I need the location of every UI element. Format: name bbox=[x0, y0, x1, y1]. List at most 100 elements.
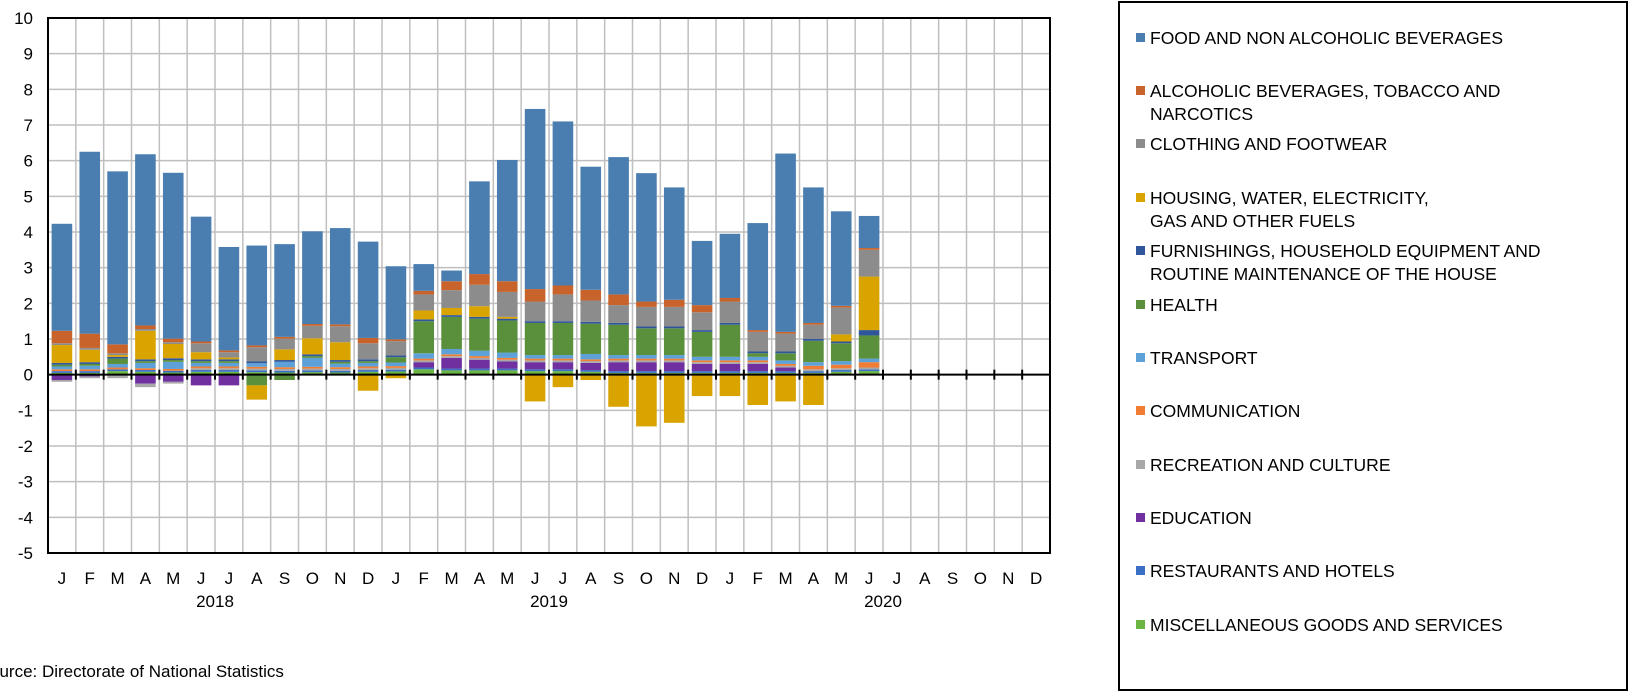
x-tick-label: O bbox=[306, 569, 319, 588]
bar-alcohol bbox=[524, 289, 546, 302]
bar-food bbox=[79, 151, 101, 334]
legend-label: MISCELLANEOUS GOODS AND SERVICES bbox=[1150, 615, 1503, 635]
bar-communication bbox=[775, 363, 796, 366]
bar-education bbox=[608, 362, 629, 372]
bar-misc bbox=[357, 371, 379, 375]
bar-food bbox=[580, 166, 602, 290]
bar-furnishings bbox=[803, 339, 824, 341]
bar-communication bbox=[385, 366, 407, 368]
y-tick-label: 6 bbox=[24, 152, 33, 171]
bar-furnishings bbox=[413, 319, 435, 322]
bar-recreation bbox=[775, 365, 796, 368]
bar-restaurants bbox=[413, 367, 435, 370]
bar-alcohol bbox=[775, 331, 796, 334]
bar-food bbox=[385, 266, 407, 340]
x-tick-label: M bbox=[166, 569, 180, 588]
bar-transport bbox=[580, 353, 602, 360]
x-tick-label: S bbox=[947, 569, 958, 588]
bar-food bbox=[441, 270, 462, 282]
bar-transport bbox=[524, 355, 546, 359]
legend-item-clothing: CLOTHING AND FOOTWEAR bbox=[1136, 133, 1620, 156]
bar-communication bbox=[218, 366, 240, 369]
bar-health bbox=[329, 361, 351, 364]
bar-alcohol bbox=[858, 248, 880, 250]
bar-restaurants bbox=[636, 371, 657, 373]
bar-recreation bbox=[302, 368, 323, 371]
bar-clothing bbox=[552, 294, 574, 322]
bar-clothing bbox=[162, 342, 184, 344]
bar-health bbox=[719, 324, 741, 357]
bar-furnishings bbox=[107, 356, 128, 359]
legend-label: EDUCATION bbox=[1150, 508, 1252, 528]
bar-transport bbox=[636, 355, 657, 359]
bar-communication bbox=[803, 365, 824, 370]
bar-clothing bbox=[79, 347, 101, 350]
bar-education bbox=[636, 362, 657, 372]
bar-health bbox=[496, 320, 518, 353]
legend-item-health: HEALTH bbox=[1136, 294, 1620, 317]
bar-clothing bbox=[441, 290, 462, 308]
legend-label: RECREATION AND CULTURE bbox=[1150, 455, 1391, 475]
bar-clothing bbox=[830, 307, 852, 335]
bar-clothing bbox=[190, 343, 212, 353]
bar-housing bbox=[413, 310, 435, 320]
x-tick-label: J bbox=[893, 569, 902, 588]
bar-food bbox=[775, 153, 796, 332]
bar-education bbox=[580, 362, 602, 371]
bar-clothing bbox=[580, 300, 602, 322]
y-tick-label: 10 bbox=[14, 9, 33, 28]
bar-alcohol bbox=[79, 333, 101, 348]
bar-misc bbox=[413, 369, 435, 375]
bar-restaurants bbox=[858, 369, 880, 372]
source-note: ource: Directorate of National Statistic… bbox=[0, 662, 284, 681]
bar-food bbox=[496, 159, 518, 282]
bar-health bbox=[246, 374, 268, 386]
bar-misc bbox=[858, 371, 880, 375]
legend-label: COMMUNICATION bbox=[1150, 401, 1301, 421]
bar-housing bbox=[775, 374, 796, 402]
legend-swatch bbox=[1136, 566, 1145, 575]
bar-transport bbox=[691, 356, 713, 361]
bar-alcohol bbox=[496, 281, 518, 292]
bar-communication bbox=[719, 360, 741, 363]
legend-label: FOOD AND NON ALCOHOLIC BEVERAGES bbox=[1150, 28, 1503, 48]
bar-transport bbox=[246, 363, 268, 367]
bar-communication bbox=[469, 356, 490, 358]
bar-housing bbox=[79, 349, 101, 363]
bar-restaurants bbox=[608, 371, 629, 373]
x-tick-label: F bbox=[85, 569, 95, 588]
bar-clothing bbox=[135, 329, 156, 331]
bar-health bbox=[858, 335, 880, 359]
legend-item-education: EDUCATION bbox=[1136, 507, 1620, 530]
y-tick-label: 7 bbox=[24, 116, 33, 135]
bar-recreation bbox=[552, 360, 574, 363]
bar-alcohol bbox=[469, 274, 490, 285]
legend-swatch bbox=[1136, 513, 1145, 522]
bar-communication bbox=[274, 367, 295, 369]
bar-restaurants bbox=[190, 370, 212, 372]
bar-alcohol bbox=[552, 285, 574, 295]
bar-recreation bbox=[218, 368, 240, 371]
bar-misc bbox=[496, 370, 518, 375]
bar-housing bbox=[135, 330, 156, 360]
bar-recreation bbox=[107, 374, 128, 379]
bar-education bbox=[552, 362, 574, 370]
bar-furnishings bbox=[636, 326, 657, 329]
bar-furnishings bbox=[302, 354, 323, 357]
bar-food bbox=[274, 244, 295, 337]
legend-swatch bbox=[1136, 406, 1145, 415]
x-tick-label: J bbox=[531, 569, 540, 588]
bar-food bbox=[357, 241, 379, 338]
bar-restaurants bbox=[107, 369, 128, 372]
bar-restaurants bbox=[524, 369, 546, 372]
y-tick-label: -4 bbox=[18, 508, 33, 527]
y-tick-label: 2 bbox=[24, 294, 33, 313]
bar-alcohol bbox=[246, 345, 268, 348]
bar-furnishings bbox=[218, 359, 240, 362]
bar-furnishings bbox=[135, 359, 156, 362]
bar-health bbox=[441, 316, 462, 349]
legend-swatch bbox=[1136, 460, 1145, 469]
bar-clothing bbox=[107, 353, 128, 356]
x-tick-label: J bbox=[559, 569, 568, 588]
bar-misc bbox=[274, 372, 295, 375]
